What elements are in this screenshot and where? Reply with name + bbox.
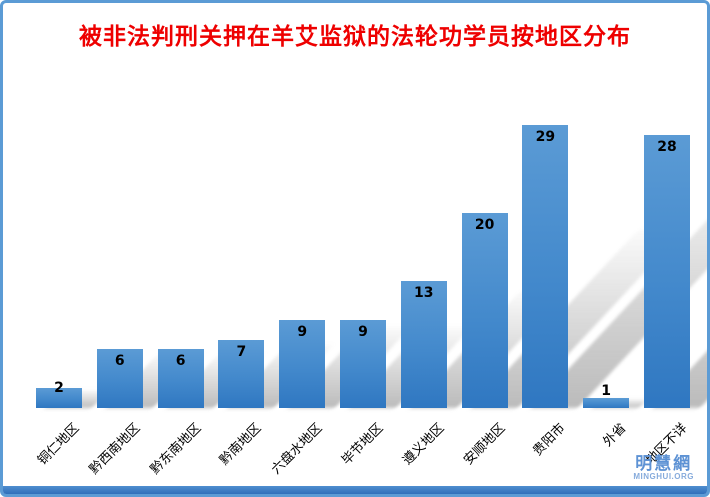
watermark: 明慧網 MINGHUI.ORG [633, 453, 694, 482]
bar-slot: 9 六盘水地区 [268, 88, 411, 477]
bar: 29 [522, 125, 569, 408]
bar: 13 [400, 281, 447, 408]
bar-value-label: 6 [175, 353, 186, 369]
bar-value-label: 1 [601, 383, 612, 399]
page-title: 被非法判刑关押在羊艾监狱的法轮功学员按地区分布 [79, 23, 631, 49]
bar-value-label: 28 [657, 139, 677, 155]
bar-slot: 9 毕节地区 [333, 88, 472, 468]
bar-slot: 29 贵阳市 [515, 88, 707, 458]
bar-slot: 28 地区不详 [637, 88, 707, 468]
watermark-minghui-cjk: 明慧網 [635, 453, 693, 473]
bar: 9 [279, 320, 326, 408]
bar: 28 [643, 135, 690, 408]
footer-band [3, 486, 707, 494]
bar-value-label: 9 [297, 324, 308, 340]
bar-slot: 13 遵义地区 [394, 88, 566, 468]
bar-value-label: 6 [114, 353, 125, 369]
bar-value-label: 13 [414, 285, 434, 301]
bar: 20 [461, 213, 508, 408]
watermark-minghui-latin: MINGHUI.ORG [633, 472, 694, 482]
x-axis-label: 毕节地区 [338, 420, 386, 468]
bar: 1 [583, 383, 630, 408]
bar-slot: 6 黔西南地区 [86, 88, 204, 477]
bar-slot: 20 安顺地区 [455, 88, 685, 468]
x-axis-label: 黔西南地区 [85, 420, 143, 477]
bar: 7 [218, 340, 265, 408]
x-axis-label: 安顺地区 [459, 420, 508, 468]
bar: 6 [157, 349, 204, 408]
plot-area: 2 铜仁地区 6 黔西南地区 6 黔东南地区 7 黔南地区 9 六盘水地区 9 毕节地区 13 遵义地区 2… [29, 88, 707, 477]
bar-value-label: 7 [236, 344, 247, 360]
bar: 6 [96, 349, 143, 408]
bar-value-label: 9 [358, 324, 368, 340]
x-axis-label: 遵义地区 [399, 420, 447, 468]
bar-value-label: 20 [474, 217, 495, 233]
x-axis-label: 外省 [599, 420, 629, 450]
bar-value-label: 2 [54, 380, 64, 396]
x-axis-label: 六盘水地区 [268, 420, 325, 477]
x-axis-label: 贵阳市 [529, 420, 569, 459]
bar-value-label: 29 [535, 129, 556, 145]
bar-slot: 7 黔南地区 [211, 88, 334, 468]
bar-slot: 2 铜仁地区 [29, 88, 109, 468]
bar-slot: 6 黔东南地区 [147, 88, 264, 477]
x-axis-label: 铜仁地区 [34, 420, 82, 468]
x-axis-label: 黔南地区 [216, 420, 265, 468]
x-axis-label: 黔东南地区 [146, 420, 204, 477]
bar: 9 [339, 320, 386, 408]
bar-slot: 1 外省 [576, 88, 648, 449]
bar: 2 [36, 380, 82, 408]
